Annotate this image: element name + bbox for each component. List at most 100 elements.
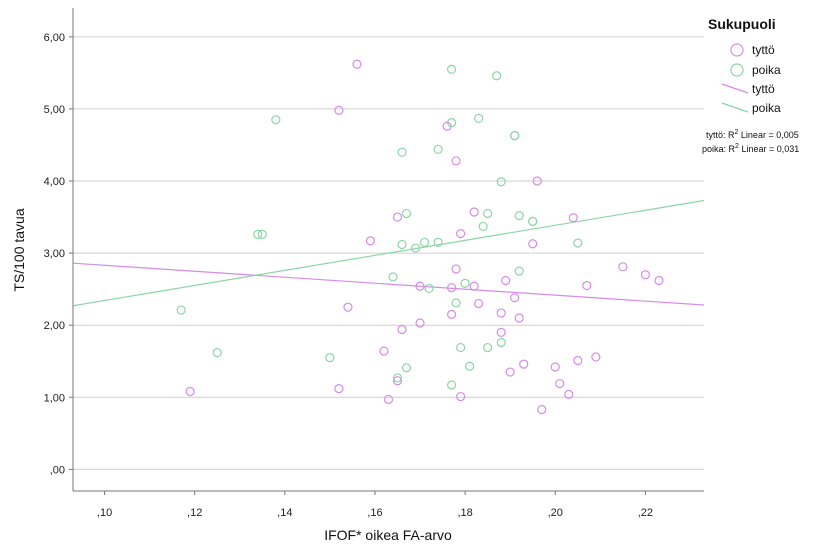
data-point-tytto xyxy=(383,394,394,405)
data-point-poika xyxy=(447,64,457,74)
legend-label-marker-tytto: tyttö xyxy=(752,43,775,57)
data-point-tytto xyxy=(496,327,506,338)
data-point-poika xyxy=(465,361,475,371)
data-point-poika xyxy=(392,373,403,383)
data-point-poika xyxy=(514,266,524,276)
data-points xyxy=(176,59,664,415)
data-point-poika xyxy=(433,237,443,247)
data-point-tytto xyxy=(334,384,344,394)
data-point-poika xyxy=(496,337,506,348)
data-point-poika xyxy=(483,342,493,353)
data-point-tytto xyxy=(392,212,403,222)
data-point-tytto xyxy=(496,308,506,318)
y-axis-ticks: ,00 1,00 2,00 3,00 4,00 5,00 6,00 xyxy=(44,32,73,476)
x-axis-ticks: ,10 ,12 ,14 ,16 ,18 ,20 ,22 xyxy=(97,491,653,519)
data-point-tytto xyxy=(469,281,479,291)
data-point-poika xyxy=(510,130,520,141)
y-axis-title: TS/100 tavua xyxy=(11,208,27,291)
data-point-poika xyxy=(253,229,263,239)
x-tick-label: ,10 xyxy=(97,507,112,519)
y-tick-label: 4,00 xyxy=(44,176,65,188)
data-point-poika xyxy=(573,238,583,248)
axes xyxy=(72,8,704,492)
data-point-tytto xyxy=(640,270,651,280)
data-point-tytto xyxy=(451,156,461,166)
data-point-tytto xyxy=(392,376,403,386)
data-point-poika xyxy=(456,342,466,353)
data-point-tytto xyxy=(582,280,592,291)
data-point-poika xyxy=(410,243,421,253)
x-tick-label: ,20 xyxy=(548,507,563,519)
data-point-poika xyxy=(474,113,484,123)
data-point-tytto xyxy=(474,298,484,309)
data-point-poika xyxy=(397,239,407,250)
x-tick-label: ,18 xyxy=(457,507,472,519)
data-point-tytto xyxy=(379,346,389,356)
legend-line-tytto xyxy=(721,83,749,94)
data-point-tytto xyxy=(573,355,583,366)
data-point-tytto xyxy=(447,283,457,293)
data-point-tytto xyxy=(514,313,524,323)
data-point-tytto xyxy=(456,391,466,402)
data-point-poika xyxy=(401,363,412,373)
data-point-poika xyxy=(325,353,335,363)
legend-label-line-poika: poika xyxy=(752,101,781,115)
fit-lines xyxy=(72,199,705,307)
x-tick-label: ,22 xyxy=(638,507,653,519)
x-axis-title: IFOF* oikea FA-arvo xyxy=(324,527,452,543)
data-point-tytto xyxy=(397,324,407,335)
data-point-tytto xyxy=(469,207,479,217)
data-point-tytto xyxy=(591,352,601,362)
data-point-poika xyxy=(447,118,457,128)
gridlines xyxy=(73,36,704,470)
data-point-poika xyxy=(433,144,443,154)
data-point-poika xyxy=(492,71,502,81)
data-point-tytto xyxy=(564,389,574,399)
data-point-tytto xyxy=(185,386,195,397)
data-point-tytto xyxy=(501,275,511,286)
data-point-poika xyxy=(496,177,506,187)
legend-marker-poika xyxy=(730,63,744,77)
data-point-poika xyxy=(257,229,267,239)
data-point-poika xyxy=(478,221,488,232)
data-point-tytto xyxy=(447,309,457,319)
data-point-poika xyxy=(419,237,430,247)
data-point-poika xyxy=(528,216,538,226)
data-point-tytto xyxy=(415,318,425,328)
x-tick-label: ,12 xyxy=(187,507,202,519)
legend-label-marker-poika: poika xyxy=(752,63,781,77)
data-point-poika xyxy=(447,380,457,390)
r2-annotation-tytto: tyttö: R2 Linear = 0,005 xyxy=(706,129,799,140)
y-tick-label: ,00 xyxy=(50,464,65,476)
data-point-tytto xyxy=(550,362,560,372)
legend-label-line-tytto: tyttö xyxy=(752,82,775,96)
data-point-poika xyxy=(212,347,222,358)
data-point-poika xyxy=(514,211,524,221)
data-point-tytto xyxy=(415,281,425,291)
data-point-tytto xyxy=(505,367,515,377)
data-point-tytto xyxy=(654,275,664,286)
legend-title: Sukupuoli xyxy=(708,16,776,32)
y-tick-label: 5,00 xyxy=(44,104,65,116)
data-point-tytto xyxy=(568,213,578,223)
data-point-poika xyxy=(483,208,493,219)
x-tick-label: ,16 xyxy=(367,507,382,519)
y-tick-label: 6,00 xyxy=(44,32,65,44)
data-point-tytto xyxy=(532,176,542,186)
data-point-tytto xyxy=(510,293,520,303)
data-point-poika xyxy=(424,283,434,294)
data-point-poika xyxy=(397,147,407,157)
fit-line-poika xyxy=(72,199,705,307)
fit-line-tytto xyxy=(72,262,705,306)
data-point-tytto xyxy=(365,236,376,246)
data-point-poika xyxy=(451,298,461,308)
data-point-poika xyxy=(176,305,186,315)
data-point-poika xyxy=(401,208,412,219)
data-point-poika xyxy=(460,278,470,288)
data-point-tytto xyxy=(343,302,353,312)
legend: Sukupuoli tyttö poika tyttö poika tyttö:… xyxy=(702,16,799,154)
data-point-tytto xyxy=(352,59,362,69)
data-point-poika xyxy=(271,115,281,125)
data-point-tytto xyxy=(555,378,565,389)
data-point-tytto xyxy=(519,359,529,369)
